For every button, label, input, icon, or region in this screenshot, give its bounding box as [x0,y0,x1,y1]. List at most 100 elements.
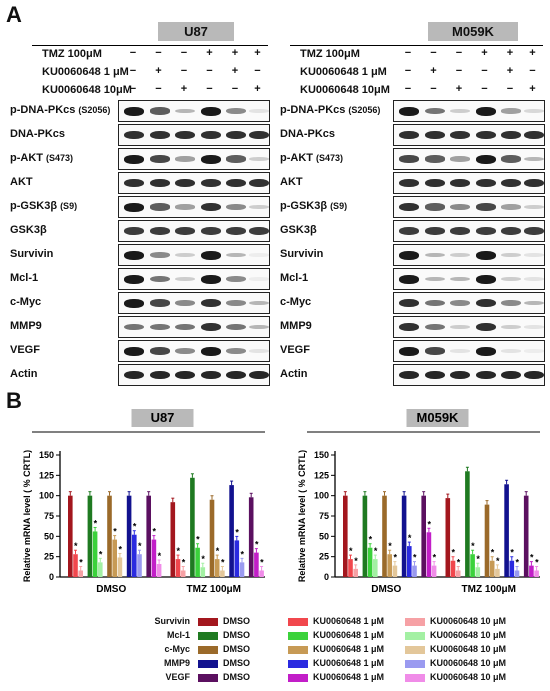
blot-band [523,156,544,162]
blot-band [475,322,496,332]
blot-band [501,370,521,380]
significance-star: * [471,541,475,551]
blot-band [523,130,544,140]
blot-band [475,250,496,260]
chart-title-box [406,409,469,427]
blot-strip [393,172,545,194]
treatment-sign: − [430,83,437,95]
y-tick-label: 100 [39,491,54,501]
blot-label: c-Myc [280,292,311,312]
significance-star: * [79,557,83,567]
bar [156,563,162,577]
bar [514,570,520,577]
blot-band [149,370,170,380]
blot-label-site: (S2056) [78,105,111,115]
bar [214,559,220,577]
header-divider [32,45,268,46]
blot-label: DNA-PKcs [10,124,65,144]
bar [107,495,112,577]
blot-band [200,298,221,308]
treatment-sign: + [529,83,536,95]
blot-band [399,322,419,332]
significance-star: * [496,556,500,566]
blot-band [200,346,221,356]
treatment-sign: − [254,65,261,77]
blot-band [124,106,144,116]
blot-band [501,252,521,258]
bar [112,539,117,577]
blot-label-site: (S473) [316,153,344,163]
blot-band [248,204,269,210]
legend-treatment-label: DMSO [223,644,250,654]
bar [401,495,407,577]
significance-star: * [369,535,373,545]
legend-treatment-label: KU0060648 1 μM [313,672,385,682]
blot-band [248,226,269,236]
treatment-label: KU0060648 1 μM [42,66,129,78]
blot-band [226,204,246,210]
bar [234,540,240,577]
bar [523,495,529,577]
blot-band [450,108,470,114]
blot-band [424,347,445,355]
significance-star: * [221,557,225,567]
blot-band [424,252,445,258]
blot-label-main: Mcl-1 [10,272,39,284]
blot-band [399,298,419,308]
significance-star: * [152,527,156,537]
blot-label: p-DNA-PKcs (S2056) [280,100,380,120]
treatment-sign: + [231,47,239,59]
blot-band [149,155,170,163]
treatment-sign: − [231,83,239,95]
significance-star: * [516,557,520,567]
treatment-sign: − [404,65,412,77]
y-axis-label: Relative mRNA level ( % CRTL) [22,450,32,582]
blot-band [424,155,445,163]
legend-treatment-label: KU0060648 1 μM [313,630,385,640]
bar [382,495,387,577]
bar [259,570,264,577]
blot-band [450,370,470,380]
treatment-sign: + [430,65,437,77]
blot-band [399,250,419,260]
blot-label-main: c-Myc [10,296,42,308]
bar [343,495,348,577]
legend-swatch [405,674,425,682]
significance-star: * [349,546,353,556]
blot-band [200,370,221,380]
significance-star: * [413,553,417,563]
bar [426,532,432,577]
blot-strip [393,340,545,362]
x-category-label: TMZ 100μM [187,584,241,595]
blot-band [248,370,269,380]
treatment-sign: + [481,47,488,59]
treatment-sign: + [180,83,188,95]
blot-band [248,300,269,306]
blot-band [248,178,269,188]
blot-label-main: Survivin [10,248,54,260]
legend-gene-label: MMP9 [163,658,190,668]
treatment-sign: − [404,83,412,95]
blot-band [475,154,496,164]
significance-star: * [260,557,264,567]
bar [229,485,234,577]
treatment-label: KU0060648 1 μM [300,66,387,78]
bar [137,554,142,577]
treatment-label: TMZ 100μM [300,48,360,60]
treatment-sign: + [254,83,261,95]
blot-band [124,298,144,308]
blot-band [248,130,269,140]
blot-label-main: GSK3β [10,224,47,236]
blot-band [501,178,521,188]
treatment-sign: + [254,47,261,59]
chart-title-box [131,409,194,427]
blot-band [149,299,170,307]
bar-chart-m059k: M059K 0 25 50 75 100 125 150 Relative mRNA level… [297,409,540,595]
treatment-sign: − [529,65,536,77]
bar [495,568,500,577]
y-tick-label: 50 [319,531,329,541]
bar [412,565,417,577]
blot-label-main: p-DNA-PKcs [10,104,76,116]
blot-band [424,130,445,140]
blot-band [523,204,544,210]
